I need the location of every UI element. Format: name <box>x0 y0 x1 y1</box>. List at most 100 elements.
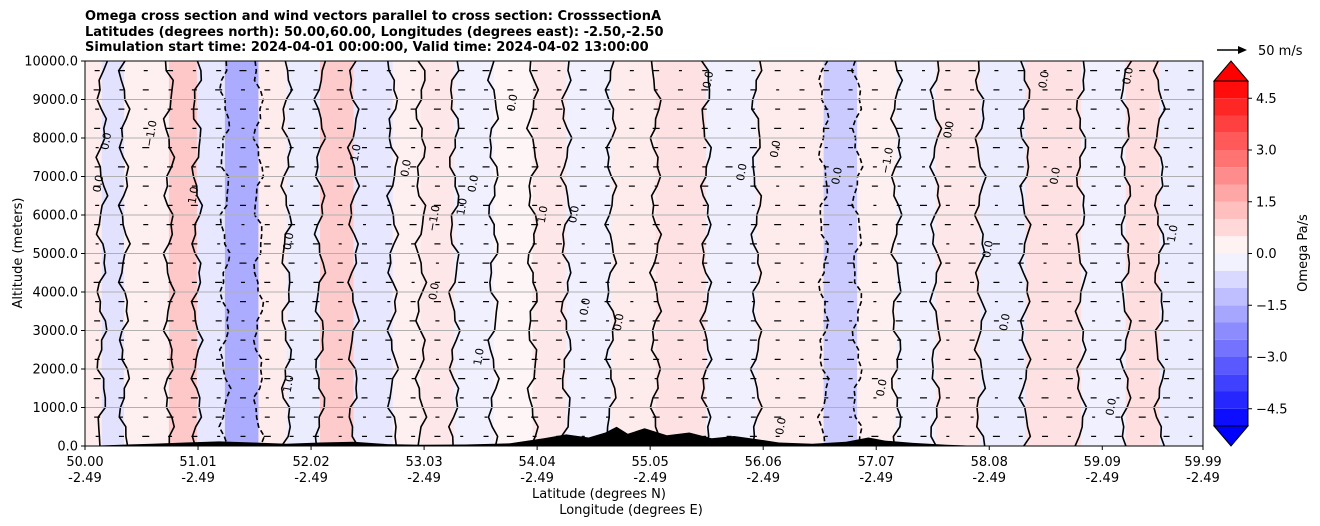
colorbar-tick-label: 3.0 <box>1256 144 1277 159</box>
x-tick-label-lat: 50.00 <box>66 455 103 470</box>
x-axis-label-2: Longitude (degrees E) <box>559 503 703 518</box>
title-line-3: Simulation start time: 2024-04-01 00:00:… <box>85 40 649 55</box>
contour-label: 1.0 <box>535 205 551 224</box>
colorbar-segment <box>1214 219 1248 237</box>
grid-layer <box>85 61 1203 446</box>
colorbar-tick-label: 1.5 <box>1256 195 1277 210</box>
y-tick-label: 8000.0 <box>33 132 79 147</box>
colorbar-segment <box>1214 270 1248 288</box>
y-tick-label: 4000.0 <box>33 286 79 301</box>
x-tick-label-lon: -2.49 <box>972 471 1006 486</box>
contour-label: 1.0 <box>348 143 364 162</box>
contour-label: 0.0 <box>1047 166 1063 185</box>
colorbar-segment <box>1214 201 1248 219</box>
contour-label: 0.0 <box>980 239 996 258</box>
x-axis-label: Latitude (degrees N) <box>532 487 666 502</box>
colorbar-segment <box>1214 236 1248 254</box>
contour-label: 0.0 <box>426 282 442 301</box>
colorbar-extend-min <box>1212 425 1250 447</box>
contour-label: −1.0 <box>879 146 896 175</box>
x-tick-label-lat: 59.09 <box>1084 455 1121 470</box>
contour-label: 0.0 <box>398 158 414 177</box>
x-tick-label-lat: 59.99 <box>1184 455 1221 470</box>
x-tick-label-lat: 53.03 <box>405 455 442 470</box>
contour-label: 1.0 <box>1165 224 1181 243</box>
x-tick-label-lon: -2.49 <box>407 471 441 486</box>
colorbar-tick-label: −3.0 <box>1256 351 1288 366</box>
vector-key-arrow-head <box>1238 46 1247 54</box>
contour-label: 1.0 <box>471 347 487 366</box>
y-axis-label: Altitude (meters) <box>11 198 26 309</box>
contour-label: 0.0 <box>566 205 582 224</box>
contour-label: 0.0 <box>700 70 716 89</box>
colorbar-tick-label: 4.5 <box>1256 92 1277 107</box>
y-tick-label: 2000.0 <box>33 363 79 378</box>
contour-label: 0.0 <box>773 416 789 435</box>
contour-label: 0.0 <box>281 232 297 251</box>
colorbar-segment <box>1214 81 1248 99</box>
colorbar-extend-max <box>1212 60 1250 82</box>
contour-label: 0.0 <box>1036 70 1052 89</box>
contour-label: 0.0 <box>504 93 520 112</box>
contour-label: 0.0 <box>98 131 114 150</box>
contour-label: 1.0 <box>454 197 470 216</box>
x-tick-label-lon: -2.49 <box>68 471 102 486</box>
colorbar: 4.5 3.0 1.5 0.0 −1.5 −3.0 −4.5 <box>1212 60 1288 447</box>
x-tick-label-lat: 55.05 <box>632 455 669 470</box>
x-tick-label-lon: -2.49 <box>1186 471 1220 486</box>
contour-label: −1.0 <box>142 119 159 148</box>
x-tick-label-lat: 52.02 <box>292 455 329 470</box>
contour-label: 1.0 <box>185 185 201 204</box>
terrain-layer <box>85 426 1203 446</box>
x-tick-label-lat: 58.08 <box>971 455 1008 470</box>
x-tick-label-lon: -2.49 <box>181 471 215 486</box>
x-tick-label-lat: 57.07 <box>858 455 895 470</box>
colorbar-label: Omega Pa/s <box>1296 214 1311 292</box>
y-tick-label: 1000.0 <box>33 401 79 416</box>
colorbar-segment <box>1214 339 1248 357</box>
colorbar-segment <box>1214 98 1248 116</box>
x-tick-label-lon: -2.49 <box>633 471 667 486</box>
chart-title: Omega cross section and wind vectors par… <box>85 9 664 56</box>
contour-label: 0.0 <box>941 120 957 139</box>
x-tick-label-lat: 54.04 <box>519 455 556 470</box>
contour-label-layer: 0.0 0.0 −1.0 1.0 0.0 1.0 0.0 −1.0 1.0 0.0 0.0 1.0 0.… <box>90 66 1180 436</box>
contour-label: 0.0 <box>874 378 890 397</box>
colorbar-segment <box>1214 391 1248 409</box>
x-tick-label-lon: -2.49 <box>859 471 893 486</box>
vector-key-label: 50 m/s <box>1258 44 1303 59</box>
y-tick-label: 5000.0 <box>33 247 79 262</box>
x-tick-label-lon: -2.49 <box>294 471 328 486</box>
colorbar-segment <box>1214 305 1248 323</box>
colorbar-segment <box>1214 184 1248 202</box>
contour-label: 0.0 <box>997 312 1013 331</box>
y-axis: 0.0 1000.0 2000.0 3000.0 4000.0 5000.0 6000.0 7… <box>24 55 85 455</box>
contour-label: −1.0 <box>425 204 442 233</box>
terrain-silhouette <box>85 426 1203 446</box>
contour-label: 1.0 <box>281 374 297 393</box>
colorbar-segment <box>1214 357 1248 375</box>
contour-label: 0.0 <box>611 312 627 331</box>
y-tick-label: 3000.0 <box>33 324 79 339</box>
colorbar-segment <box>1214 167 1248 185</box>
colorbar-tick-label: 0.0 <box>1256 247 1277 262</box>
colorbar-segment <box>1214 150 1248 168</box>
x-tick-label-lon: -2.49 <box>1085 471 1119 486</box>
x-tick-label-lat: 51.01 <box>179 455 216 470</box>
contour-label: 0.0 <box>1103 397 1119 416</box>
colorbar-segment <box>1214 408 1248 426</box>
colorbar-segment <box>1214 322 1248 340</box>
title-line-2: Latitudes (degrees north): 50.00,60.00, … <box>85 24 664 40</box>
contour-label: 0.0 <box>829 166 845 185</box>
x-axis: 50.00-2.4951.01-2.4952.02-2.4953.03-2.49… <box>66 446 1222 486</box>
contour-label: 0.0 <box>734 162 750 181</box>
colorbar-tick-label: −4.5 <box>1256 402 1288 417</box>
x-tick-label-lat: 56.06 <box>745 455 782 470</box>
colorbar-segment <box>1214 132 1248 150</box>
y-tick-label: 7000.0 <box>33 170 79 185</box>
y-tick-label: 6000.0 <box>33 209 79 224</box>
x-tick-label-lon: -2.49 <box>520 471 554 486</box>
contour-label: 0.0 <box>90 174 106 193</box>
y-tick-label: 9000.0 <box>33 93 79 108</box>
